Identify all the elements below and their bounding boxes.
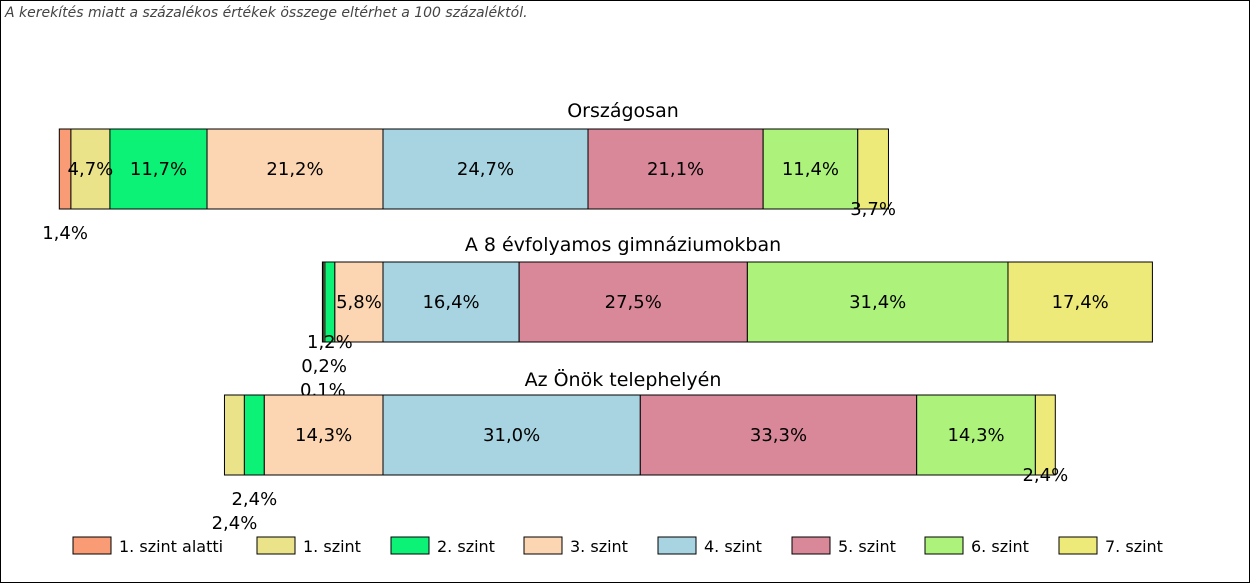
data-label: 5,8% — [336, 292, 382, 313]
legend-label: 2. szint — [437, 537, 495, 556]
legend-label: 1. szint alatti — [119, 537, 223, 556]
data-label: 21,2% — [266, 159, 323, 180]
legend-swatch — [657, 536, 697, 555]
data-label: 17,4% — [1052, 292, 1109, 313]
data-label: 31,0% — [483, 425, 540, 446]
data-label: 21,1% — [647, 159, 704, 180]
bar-title: Országosan — [567, 100, 679, 122]
bar-title: A 8 évfolyamos gimnáziumokban — [465, 234, 781, 256]
bar-segment — [382, 394, 641, 476]
data-label: 2,4% — [212, 513, 258, 534]
data-label: 2,4% — [1022, 465, 1068, 486]
bar-segment — [243, 394, 265, 476]
data-label: 0,2% — [301, 356, 347, 377]
bar-segment — [857, 128, 889, 210]
data-label: 14,3% — [295, 425, 352, 446]
legend-swatch — [791, 536, 831, 555]
bar-segment — [746, 261, 1009, 343]
data-label: 11,7% — [130, 159, 187, 180]
bar-segment — [382, 261, 520, 343]
data-label: 2,4% — [231, 489, 277, 510]
legend-label: 6. szint — [971, 537, 1029, 556]
rounding-note: A kerekítés miatt a százalékos értékek ö… — [5, 5, 528, 21]
legend-label: 5. szint — [838, 537, 896, 556]
data-label: 24,7% — [457, 159, 514, 180]
legend-label: 7. szint — [1105, 537, 1163, 556]
bar-segment — [1034, 394, 1056, 476]
bar-segment — [334, 261, 384, 343]
bar-segment — [587, 128, 764, 210]
data-label: 3,7% — [850, 199, 896, 220]
bar-title: Az Önök telephelyén — [525, 368, 722, 391]
legend-swatch — [390, 536, 430, 555]
data-label: 16,4% — [422, 292, 479, 313]
legend-label: 1. szint — [303, 537, 361, 556]
bar-segment — [382, 128, 589, 210]
data-label: 31,4% — [849, 292, 906, 313]
legend-swatch — [72, 536, 112, 555]
data-label: 11,4% — [782, 159, 839, 180]
bar-segment — [206, 128, 384, 210]
bar-segment — [324, 261, 336, 343]
bar-segment — [263, 394, 384, 476]
legend-swatch — [924, 536, 964, 555]
bar-segment — [916, 394, 1036, 476]
legend-swatch — [523, 536, 563, 555]
data-label: 14,3% — [947, 425, 1004, 446]
data-label: 1,2% — [307, 332, 353, 353]
bar-segment — [762, 128, 859, 210]
legend-label: 3. szint — [570, 537, 628, 556]
bar-segment — [70, 128, 111, 210]
data-label: 33,3% — [750, 425, 807, 446]
data-label: 1,4% — [42, 223, 88, 244]
legend-swatch — [1058, 536, 1098, 555]
bar-segment — [1007, 261, 1153, 343]
data-label: 4,7% — [68, 159, 114, 180]
bar-segment — [223, 394, 245, 476]
legend-label: 4. szint — [704, 537, 762, 556]
legend-swatch — [256, 536, 296, 555]
data-label: 27,5% — [605, 292, 662, 313]
